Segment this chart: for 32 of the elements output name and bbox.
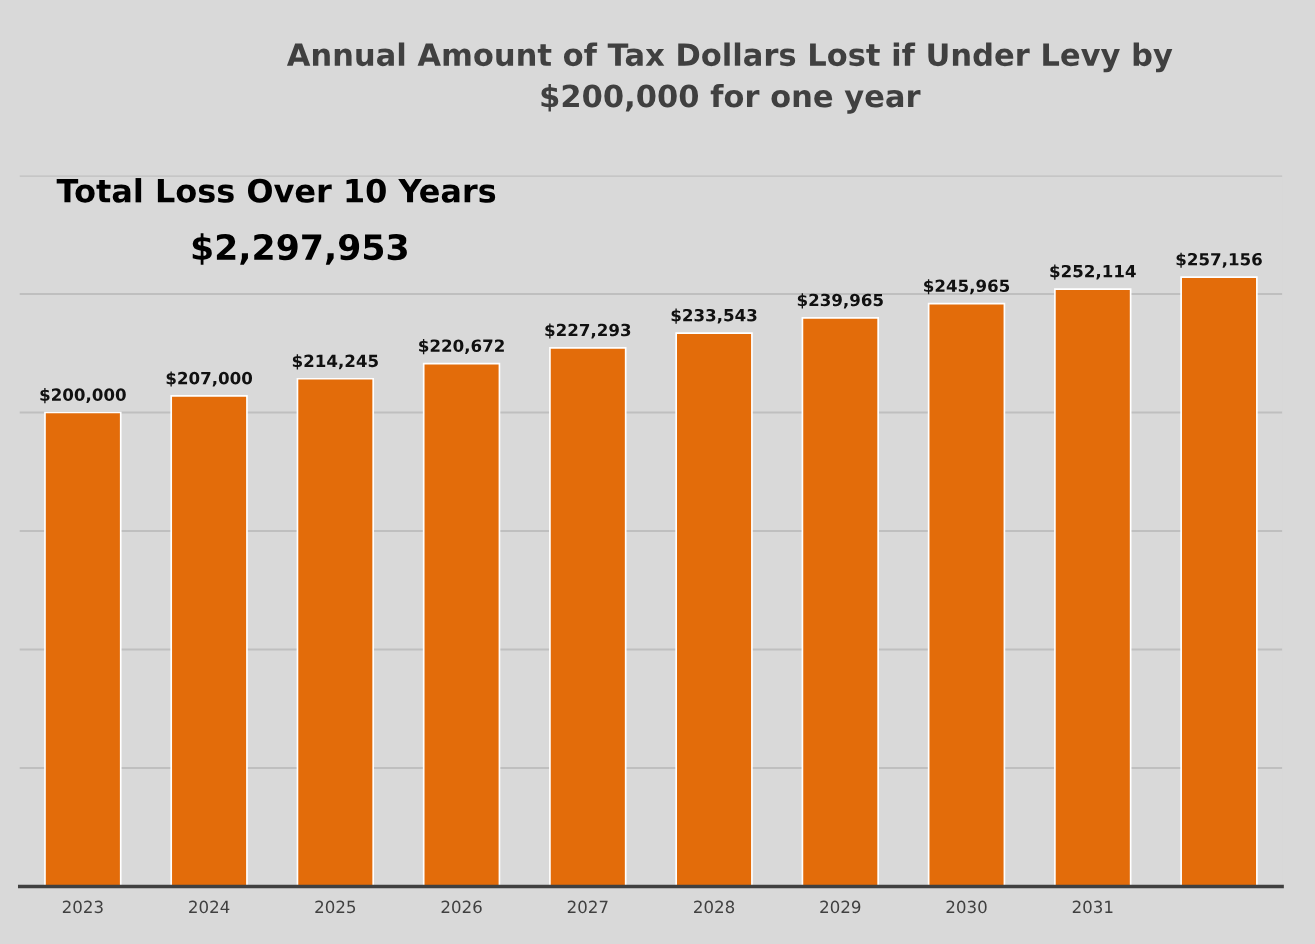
x-tick-label: 2028 — [694, 900, 735, 914]
bar — [422, 362, 501, 887]
x-tick-label: 2029 — [820, 900, 861, 914]
data-label: $239,965 — [797, 293, 883, 309]
data-label: $245,965 — [924, 279, 1010, 295]
chart-title: Annual Amount of Tax Dollars Lost if Under Levy by $200,000 for one year — [286, 42, 1173, 114]
data-label: $200,000 — [40, 388, 126, 404]
data-label: $252,114 — [1050, 264, 1136, 280]
annotation: $2,297,953 — [192, 233, 407, 265]
bar — [44, 411, 122, 887]
data-label: $207,000 — [166, 371, 253, 387]
bar — [549, 347, 627, 887]
bar — [1054, 288, 1132, 887]
bar — [296, 377, 375, 887]
bar — [170, 395, 248, 887]
data-label: $233,543 — [671, 308, 757, 324]
data-label: $227,293 — [545, 323, 631, 339]
data-label: $214,245 — [292, 354, 378, 370]
bar — [675, 332, 753, 887]
x-tick-label: 2027 — [567, 900, 608, 914]
x-tick-label: 2031 — [1072, 900, 1113, 914]
data-label: $257,156 — [1176, 252, 1262, 268]
annotation: Total Loss Over 10 Years — [56, 178, 496, 203]
x-tick-label: 2030 — [946, 900, 987, 914]
bar — [927, 302, 1006, 887]
x-tick-label: 2026 — [441, 900, 482, 914]
bar — [1180, 276, 1258, 887]
x-tick-label: 2025 — [315, 900, 356, 914]
bar — [801, 316, 879, 887]
x-tick-label: 2023 — [62, 900, 103, 914]
x-tick-label: 2024 — [189, 900, 230, 914]
data-label: $220,672 — [419, 339, 504, 355]
